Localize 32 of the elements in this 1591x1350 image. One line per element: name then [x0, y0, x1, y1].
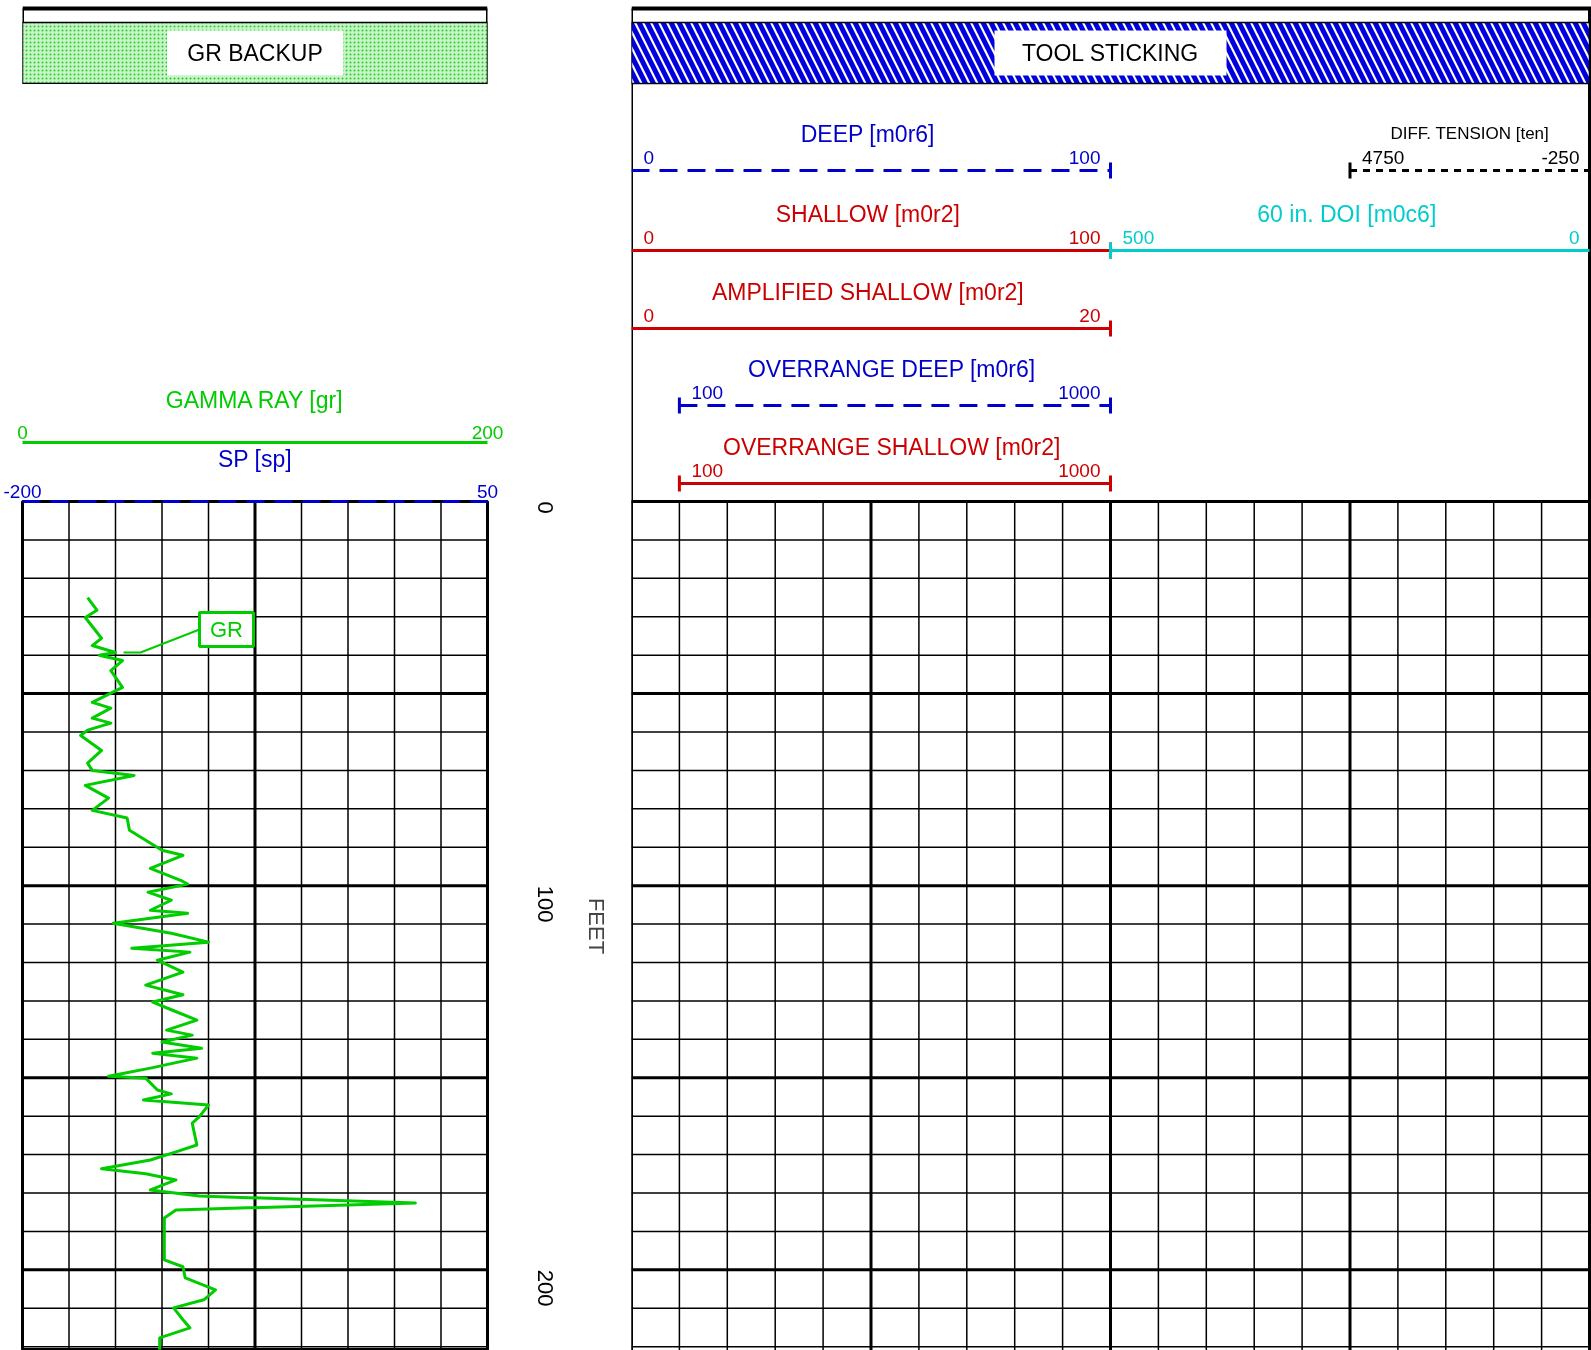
y-tick-label: 200 [533, 1269, 558, 1307]
text: 100 [1068, 227, 1101, 248]
text: AMPLIFIED SHALLOW [m0r2] [711, 278, 1024, 305]
x2-tick-label: -200 [3, 480, 42, 502]
text: OVERRANGE DEEP [m0r6] [747, 355, 1036, 382]
text: DIFF. TENSION [ten] [1390, 124, 1549, 143]
text: 60 in. DOI [m0c6] [1257, 200, 1437, 227]
x2-axis-title: SP [sp] [217, 445, 292, 472]
y-tick-label: 0 [533, 501, 558, 514]
text: 0 [643, 305, 655, 326]
text: 100 [691, 382, 724, 403]
text: 1000 [1058, 382, 1101, 403]
chart-title: GR BACKUP [187, 40, 323, 66]
text: -250 [1541, 147, 1580, 168]
text: 500 [1122, 227, 1155, 248]
y-tick-label: 100 [533, 885, 558, 923]
text: 0 [643, 227, 655, 248]
y-axis-title: FEET [583, 897, 609, 955]
text: SHALLOW [m0r2] [775, 200, 960, 227]
text: 0 [1568, 227, 1580, 248]
x2-tick-label: 50 [476, 480, 499, 502]
x-axis-title: GAMMA RAY [gr] [165, 386, 343, 413]
text: 1000 [1058, 460, 1101, 481]
text: 100 [1068, 147, 1101, 168]
text: OVERRANGE SHALLOW [m0r2] [723, 433, 1061, 460]
text: 0 [643, 147, 655, 168]
legend-label: GR [210, 616, 243, 642]
text: 20 [1079, 305, 1101, 326]
text: 4750 [1362, 147, 1405, 168]
text: DEEP [m0r6] [800, 120, 935, 147]
text: TOOL STICKING [1021, 40, 1199, 66]
text: 100 [691, 460, 724, 481]
